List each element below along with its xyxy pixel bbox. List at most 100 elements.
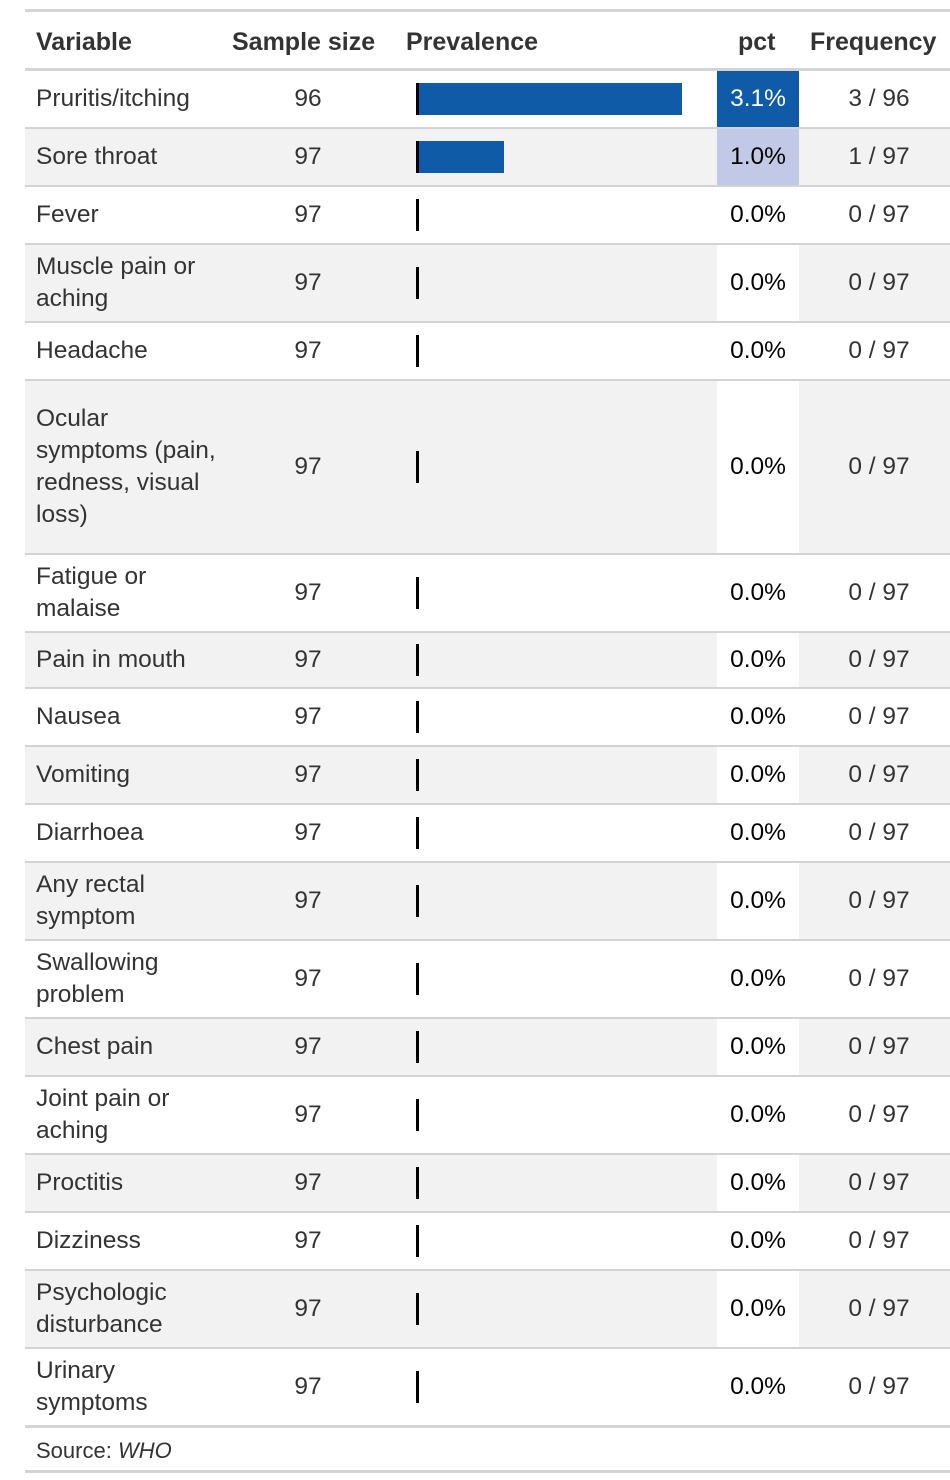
sample-size-cell: 97 <box>294 337 322 364</box>
bar-wrap <box>416 1167 716 1199</box>
source-name: WHO <box>117 1438 172 1463</box>
bar-wrap <box>416 1371 716 1403</box>
pct-cell: 0.0% <box>717 689 799 745</box>
variable-cell: Proctitis <box>36 1169 124 1196</box>
bar-wrap <box>416 577 716 609</box>
sample-size-cell: 97 <box>294 1033 322 1060</box>
table-row: Nausea 97 0.0% 0 / 97 <box>25 689 950 747</box>
bar-baseline <box>416 141 419 173</box>
pct-cell: 0.0% <box>717 747 799 803</box>
frequency-cell: 0 / 97 <box>848 1169 910 1196</box>
sample-size-cell: 96 <box>294 85 322 112</box>
table-row: Diarrhoea 97 0.0% 0 / 97 <box>25 805 950 863</box>
frequency-cell: 0 / 97 <box>848 703 910 730</box>
table-row: Urinary symptoms 97 0.0% 0 / 97 <box>25 1349 950 1427</box>
table-row: Sore throat 97 1.0% 1 / 97 <box>25 129 950 187</box>
prevalence-cell <box>416 381 716 553</box>
prevalence-cell <box>416 1213 716 1269</box>
top-rule <box>25 9 950 12</box>
sample-size-cell: 97 <box>294 646 322 673</box>
bar-baseline <box>416 267 419 299</box>
sample-size-cell: 97 <box>294 887 322 914</box>
bar-wrap <box>416 759 716 791</box>
frequency-cell: 0 / 97 <box>848 453 910 480</box>
table-row: Fatigue or malaise 97 0.0% 0 / 97 <box>25 555 950 633</box>
table-body: Pruritis/itching 96 3.1% 3 / 96 Sore throat 9… <box>25 71 950 1427</box>
bar-wrap <box>416 1031 716 1063</box>
frequency-cell: 0 / 97 <box>848 965 910 992</box>
table-row: Vomiting 97 0.0% 0 / 97 <box>25 747 950 805</box>
pct-cell: 0.0% <box>717 1077 799 1153</box>
sample-size-cell: 97 <box>294 965 322 992</box>
bar-baseline <box>416 817 419 849</box>
pct-cell: 0.0% <box>717 863 799 939</box>
frequency-cell: 0 / 97 <box>848 269 910 296</box>
pct-cell: 0.0% <box>717 941 799 1017</box>
frequency-cell: 0 / 97 <box>848 646 910 673</box>
table-row: Chest pain 97 0.0% 0 / 97 <box>25 1019 950 1077</box>
sample-size-cell: 97 <box>294 453 322 480</box>
frequency-cell: 0 / 97 <box>848 887 910 914</box>
bar-wrap <box>416 141 716 173</box>
header-pct: pct <box>738 28 776 56</box>
prevalence-cell <box>416 555 716 631</box>
pct-cell: 0.0% <box>717 245 799 321</box>
variable-cell: Dizziness <box>36 1227 141 1254</box>
sample-size-cell: 97 <box>294 201 322 228</box>
source-label: Source: <box>36 1438 118 1463</box>
frequency-cell: 0 / 97 <box>848 819 910 846</box>
sample-size-cell: 97 <box>294 703 322 730</box>
table-row: Pruritis/itching 96 3.1% 3 / 96 <box>25 71 950 129</box>
variable-cell: Muscle pain or aching <box>36 253 196 312</box>
variable-cell: Vomiting <box>36 761 130 788</box>
variable-cell: Nausea <box>36 703 121 730</box>
variable-cell: Pruritis/itching <box>36 85 190 112</box>
bar-baseline <box>416 451 419 483</box>
prevalence-cell <box>416 1349 716 1425</box>
bar-baseline <box>416 885 419 917</box>
prevalence-bar <box>419 83 682 115</box>
pct-cell: 0.0% <box>717 187 799 243</box>
pct-cell: 0.0% <box>717 805 799 861</box>
bar-wrap <box>416 1099 716 1131</box>
sample-size-cell: 97 <box>294 761 322 788</box>
header-variable: Variable <box>36 28 132 56</box>
variable-cell: Any rectal symptom <box>36 871 145 930</box>
variable-cell: Urinary symptoms <box>36 1357 148 1416</box>
prevalence-cell <box>416 1271 716 1347</box>
pct-cell: 1.0% <box>717 129 799 185</box>
sample-size-cell: 97 <box>294 1169 322 1196</box>
frequency-cell: 0 / 97 <box>848 1373 910 1400</box>
bar-baseline <box>416 199 419 231</box>
bar-baseline <box>416 1099 419 1131</box>
variable-cell: Swallowing problem <box>36 949 159 1008</box>
bar-wrap <box>416 644 716 676</box>
table-row: Dizziness 97 0.0% 0 / 97 <box>25 1213 950 1271</box>
variable-cell: Pain in mouth <box>36 646 186 673</box>
prevalence-cell <box>416 941 716 1017</box>
frequency-cell: 1 / 97 <box>848 143 910 170</box>
pct-cell: 0.0% <box>717 381 799 553</box>
table-row: Proctitis 97 0.0% 0 / 97 <box>25 1155 950 1213</box>
bar-baseline <box>416 1167 419 1199</box>
prevalence-cell <box>416 187 716 243</box>
sample-size-cell: 97 <box>294 269 322 296</box>
bar-wrap <box>416 701 716 733</box>
bar-baseline <box>416 701 419 733</box>
bar-wrap <box>416 885 716 917</box>
bar-wrap <box>416 199 716 231</box>
prevalence-cell <box>416 129 716 185</box>
bar-baseline <box>416 335 419 367</box>
pct-cell: 0.0% <box>717 1155 799 1211</box>
variable-cell: Diarrhoea <box>36 819 144 846</box>
sample-size-cell: 97 <box>294 819 322 846</box>
frequency-cell: 0 / 97 <box>848 761 910 788</box>
bar-wrap <box>416 83 716 115</box>
variable-cell: Psychologic disturbance <box>36 1279 167 1338</box>
frequency-cell: 0 / 97 <box>848 1295 910 1322</box>
sample-size-cell: 97 <box>294 143 322 170</box>
table-row: Muscle pain or aching 97 0.0% 0 / 97 <box>25 245 950 323</box>
prevalence-cell <box>416 1155 716 1211</box>
prevalence-cell <box>416 71 716 127</box>
bar-baseline <box>416 1031 419 1063</box>
